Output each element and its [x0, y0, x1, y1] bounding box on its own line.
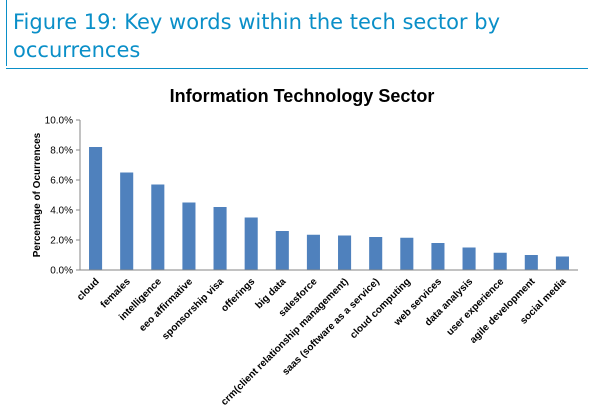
- bar: [213, 207, 227, 270]
- bar: [493, 252, 507, 270]
- y-tick-label: 4.0%: [50, 206, 73, 217]
- figure-title: Figure 19: Key words within the tech sec…: [6, 0, 586, 66]
- bar: [151, 184, 165, 270]
- bar: [431, 243, 445, 270]
- y-tick-label: 2.0%: [50, 236, 73, 247]
- bar: [524, 255, 538, 270]
- x-category-label: sponsorship visa: [160, 276, 226, 342]
- y-tick-label: 10.0%: [45, 116, 73, 127]
- x-category-label: offerings: [219, 276, 257, 314]
- bar: [555, 256, 569, 270]
- bar: [275, 231, 289, 270]
- bar: [120, 172, 134, 270]
- bar: [89, 147, 103, 270]
- bar: [400, 237, 414, 270]
- y-axis-ticks: 0.0% 2.0% 4.0% 6.0% 8.0% 10.0%: [45, 116, 80, 277]
- figure-title-rule: [6, 68, 588, 69]
- chart-title: Information Technology Sector: [170, 86, 435, 106]
- bar: [462, 247, 476, 270]
- bar: [244, 217, 258, 270]
- y-tick-label: 6.0%: [50, 176, 73, 187]
- bar: [182, 202, 196, 270]
- y-tick-label: 8.0%: [50, 146, 73, 157]
- x-category-label: eeo affirmative: [137, 276, 195, 334]
- y-tick-label: 0.0%: [50, 266, 73, 277]
- bars: [89, 147, 569, 270]
- bar: [369, 237, 383, 270]
- y-axis-label: Percentage of Ocurrences: [32, 132, 43, 257]
- bar: [338, 235, 352, 270]
- x-category-label: user experience: [445, 276, 507, 338]
- bar-chart: Information Technology Sector Percentage…: [32, 86, 578, 408]
- x-category-label: cloud: [75, 276, 102, 303]
- bar: [306, 234, 320, 270]
